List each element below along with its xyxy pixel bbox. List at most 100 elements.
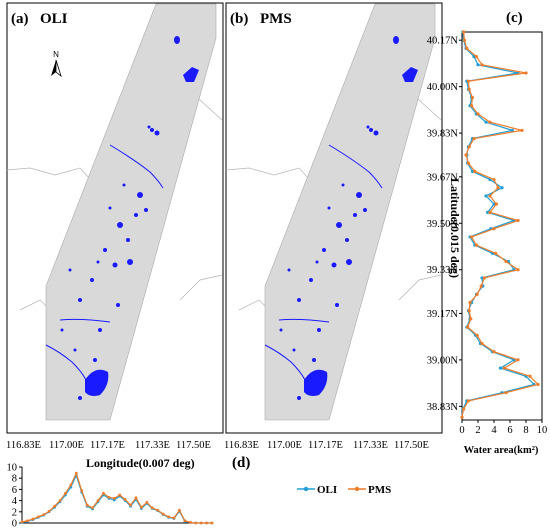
chart-c-xtick-label: 8 [523,425,528,436]
chart-c-ytick-label: 40.17N [427,36,459,47]
chart-c-point-pms [536,382,540,387]
chart-d-ytick-label: 10 [7,463,18,474]
chart-c-point-pms [470,104,474,108]
chart-c-point-pms [482,276,486,280]
chart-c-point-pms [516,358,520,362]
chart-d-point-pms [74,471,78,475]
map-xtick-a-4: 117.33E [135,440,170,451]
chart-c-point-pms [475,292,479,296]
chart-d-point-pms [123,498,127,501]
chart-d-point-pms [112,496,116,500]
map-xtick-b-5: 117.50E [394,440,429,451]
chart-c-point-pms [488,120,492,124]
chart-c-point-pms [520,128,524,132]
chart-d-point-pms [118,493,122,497]
chart-c-point-pms [474,243,478,247]
chart-d-series-oli [21,473,212,524]
chart-c-point-oli [492,202,496,206]
panel-a-label: (a) [11,11,29,27]
chart-d-point-pms [167,515,170,519]
chart-c-point-pms [516,218,520,223]
legend-pms-label: PMS [368,484,391,496]
panel-a-title: OLI [40,11,68,27]
chart-c-point-pms [494,251,498,255]
map-xtick-b-2: 117.00E [267,440,302,451]
chart-d-ytick-label: 8 [12,474,17,485]
rivers-a [45,144,164,381]
chart-d-point-pms [140,505,143,509]
legend: OLI PMS [297,484,391,496]
chart-c-point-oli [470,169,474,173]
panel-b-label: (b) [230,11,248,27]
chart-c-point-pms [462,407,466,411]
chart-c-ytick-label: 39.83N [427,129,459,140]
north-arrow-left [51,60,56,76]
chart-d-point-pms [178,508,181,512]
chart-c-point-pms [460,415,464,419]
chart-c-point-oli [510,128,514,132]
north-arrow-letter: N [53,50,59,59]
panel-d-label: (d) [232,455,250,471]
chart-d-point-pms [156,508,160,512]
chart-c-point-oli [476,63,480,67]
panel-a: (a) OLI [6,2,224,451]
scene-strip-b [264,3,436,421]
chart-d-point-pms [129,503,132,507]
chart-c-ytick-label: 39.67N [427,172,459,183]
chart-d-point-pms [188,521,192,524]
chart-c-series-pms [461,31,540,418]
chart-d-point-pms [134,496,138,500]
chart-c-point-oli [500,186,504,190]
water-features-a [60,36,199,400]
north-arrow: N [51,50,62,78]
chart-c-point-pms [476,112,480,116]
chart-c-ytick-label: 40.00N [427,82,459,93]
chart-c-point-pms [492,350,496,354]
chart-c-xtick-label: 4 [491,425,497,436]
chart-c: 40.17N 40.00N 39.83N 39.67N 39.50N 39.33N 39.1… [427,30,547,436]
chart-d-point-pms [161,512,165,516]
water-features-b [279,36,418,400]
map-xtick-a-5: 117.50E [176,440,211,451]
chart-d-point-pms [199,521,203,525]
chart-c-point-pms [469,317,473,321]
map-xtick-a-1: 116.83E [6,440,41,451]
chart-c-point-pms [479,284,483,288]
chart-d-point-pms [47,509,51,513]
chart-c-ytick-label: 39.17N [427,309,459,320]
chart-d-point-pms [210,521,214,525]
chart-d-point-pms [58,499,62,502]
chart-c-point-pms [496,186,500,190]
chart-c-point-oli [484,194,488,198]
chart-c-point-pms [462,38,466,42]
chart-c-point-pms [467,87,471,91]
panel-c: (c) Latitude(0.015 deg) 40.17N 40.00N 39.8… [427,10,547,456]
panel-b-title: PMS [260,11,292,27]
chart-c-point-pms [475,333,479,337]
map-xtick-a-3: 117.17E [90,440,125,451]
chart-d-point-pms [205,521,208,525]
chart-d-point-pms [69,483,73,487]
chart-c-point-pms [488,194,492,198]
chart-c-point-pms [466,325,470,329]
chart-c-ytick-label: 38.83N [427,402,459,413]
chart-d-point-pms [91,506,94,510]
north-arrow-right [55,59,62,78]
chart-c-point-pms [474,54,478,59]
chart-c-xtick-label: 10 [537,425,548,436]
legend-oli-label: OLI [317,484,337,496]
map-xtick-b-3: 117.17E [308,440,343,451]
chart-d-point-pms [20,520,24,524]
chart-c-point-oli [480,276,484,280]
chart-c-point-pms [466,399,470,403]
chart-d-point-pms [36,515,40,519]
chart-c-point-pms [528,374,532,378]
chart-c-xtick-label: 0 [459,425,464,436]
chart-c-point-pms [488,210,492,214]
chart-c-point-pms [480,63,484,67]
chart-c-point-pms [464,153,468,157]
chart-d-point-pms [96,499,100,502]
chart-c-ytick-label: 39.00N [427,355,459,366]
chart-c-point-oli [486,210,490,214]
map-xtick-a-2: 117.00E [49,440,84,451]
